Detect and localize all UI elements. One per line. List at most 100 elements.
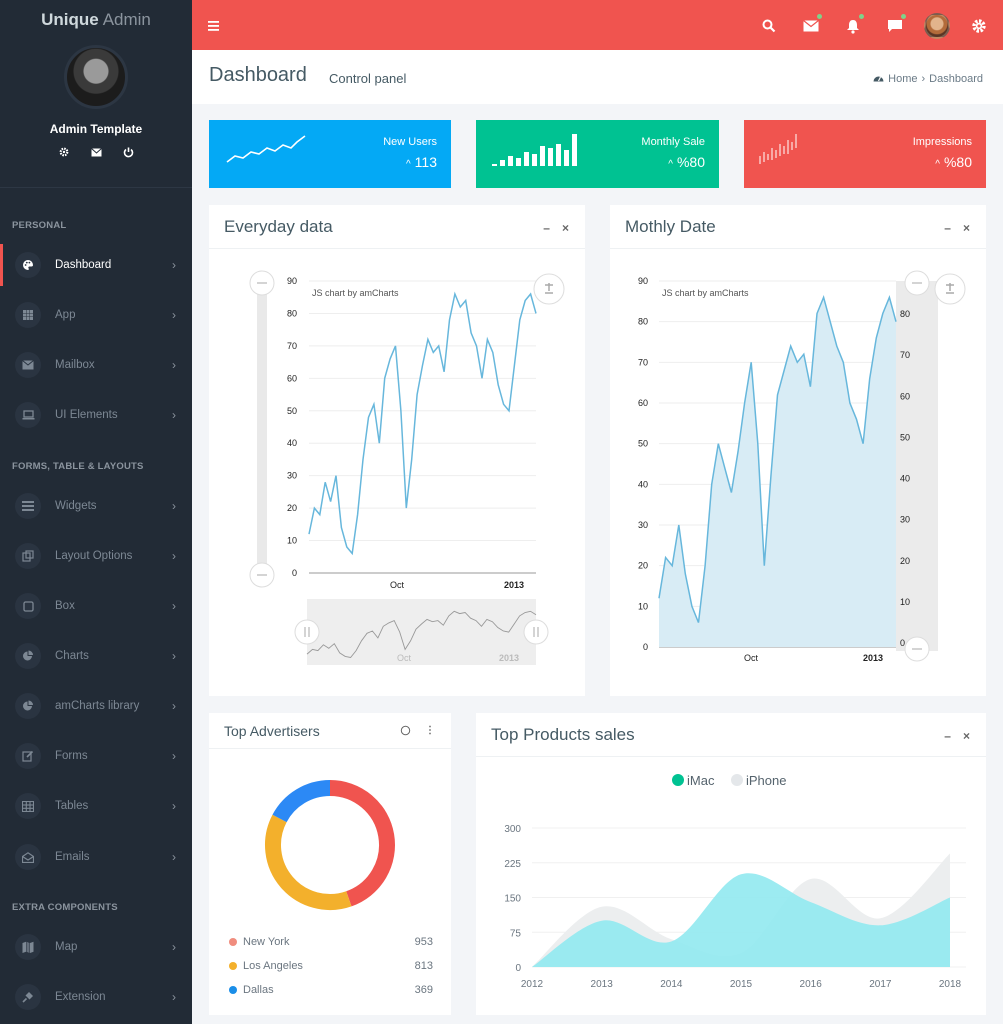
brand-bold: Unique [41, 10, 99, 29]
download-icon [545, 283, 553, 294]
amcharts-credit[interactable]: JS chart by amCharts [312, 288, 399, 298]
sidebar-item-dashboard[interactable]: Dashboard › [0, 244, 192, 286]
brand-logo[interactable]: Unique Admin [0, 0, 192, 40]
card-header: Top Advertisers ⋮ [209, 713, 451, 749]
legend-dot-iphone [731, 774, 743, 786]
chevron-right-icon: › [172, 258, 176, 272]
stat-impressions: Impressions ^ %80 [744, 120, 986, 188]
monthly-date-card: Mothly Date – × 0 10 20 30 40 50 60 70 80 90 0 10 20 3… [610, 205, 986, 696]
chevron-right-icon: › [172, 549, 176, 563]
power-icon[interactable] [121, 145, 135, 159]
advertisers-donut[interactable] [264, 779, 396, 911]
search-icon[interactable] [755, 12, 783, 40]
monthly-chart[interactable]: 0 10 20 30 40 50 60 70 80 90 0 10 20 30 40 50 60 70 80 Oct 2… [610, 249, 986, 696]
sidebar-item-forms[interactable]: Forms › [0, 735, 192, 777]
stat-new-users: New Users ^ 113 [209, 120, 451, 188]
y-tick-label: 10 [638, 601, 648, 611]
y-tick-label: 90 [638, 276, 648, 286]
series-imac [532, 873, 950, 967]
horizontal-scrollbar[interactable] [307, 599, 536, 665]
mail-icon[interactable] [797, 12, 825, 40]
y2-tick-label: 0 [900, 638, 905, 648]
sidebar-item-box[interactable]: Box › [0, 585, 192, 627]
chevron-right-icon: › [172, 850, 176, 864]
close-icon[interactable]: × [962, 729, 970, 743]
page-subtitle: Control panel [329, 71, 407, 86]
topbar [192, 0, 1003, 50]
gear-icon[interactable] [57, 145, 71, 159]
chat-icon[interactable] [881, 12, 909, 40]
everyday-chart[interactable]: 0 10 20 30 40 50 60 70 80 90 Oct 2013 JS chart by a… [209, 249, 585, 696]
scrollbar-tick-oct: Oct [397, 653, 412, 663]
card-tools: – × [944, 729, 970, 743]
sidebar-item-map[interactable]: Map › [0, 926, 192, 968]
products-chart[interactable]: iMac iPhone 0 75 150 225 300 2012 2013 2014 201… [476, 757, 986, 1015]
breadcrumb-home[interactable]: Home [888, 73, 918, 85]
close-icon[interactable]: × [962, 221, 970, 235]
scroll-handle-left[interactable] [294, 619, 320, 645]
sidebar-item-label: Tables [55, 800, 89, 812]
bell-icon[interactable] [839, 12, 867, 40]
x-tick-label: 2018 [939, 979, 962, 990]
refresh-icon[interactable] [400, 725, 411, 739]
y2-tick-label: 70 [900, 350, 910, 360]
chevron-right-icon: › [172, 308, 176, 322]
chevron-right-icon: › [172, 799, 176, 813]
amcharts-credit[interactable]: JS chart by amCharts [662, 288, 749, 298]
donut-slice-dallas[interactable] [272, 780, 331, 823]
sidebar-item-label: Mailbox [55, 359, 95, 371]
x-tick-label: 2013 [591, 979, 614, 990]
breadcrumb-separator: › [921, 73, 926, 85]
chevron-right-icon: › [172, 408, 176, 422]
y-tick-label: 50 [287, 406, 297, 416]
y2-tick-label: 60 [900, 391, 910, 401]
scrollbar-tick-2013: 2013 [499, 653, 519, 663]
sidebar-item-charts[interactable]: Charts › [0, 635, 192, 677]
legend-dot-imac [672, 774, 684, 786]
menu-icon[interactable] [208, 18, 220, 31]
x-tick-label: 2013 [504, 580, 524, 590]
vertical-scrollbar[interactable] [257, 281, 267, 573]
sidebar-item-layout-options[interactable]: Layout Options › [0, 535, 192, 577]
sidebar-item-extension[interactable]: Extension › [0, 976, 192, 1018]
user-avatar-small[interactable] [923, 12, 951, 40]
y-tick-label: 50 [638, 439, 648, 449]
laptop-icon [15, 402, 41, 428]
vertical-scrollbar[interactable] [896, 281, 938, 651]
minimize-icon[interactable]: – [944, 729, 951, 743]
sidebar-item-app[interactable]: App › [0, 294, 192, 336]
mail-icon[interactable] [89, 145, 103, 159]
sidebar-item-mailbox[interactable]: Mailbox › [0, 344, 192, 386]
minimize-icon[interactable]: – [543, 221, 550, 235]
caret-up-icon: ^ [935, 159, 940, 170]
gear-icon[interactable] [965, 12, 993, 40]
legend-iphone[interactable]: iPhone [746, 773, 786, 788]
sidebar-item-amcharts[interactable]: amCharts library › [0, 685, 192, 727]
x-tick-label: 2017 [869, 979, 892, 990]
more-vertical-icon[interactable]: ⋮ [425, 725, 435, 736]
stat-label: New Users [383, 136, 437, 148]
sidebar-item-label: Layout Options [55, 550, 133, 562]
sidebar-item-emails[interactable]: Emails › [0, 836, 192, 878]
user-avatar[interactable] [64, 45, 128, 109]
minimize-icon[interactable]: – [944, 221, 951, 235]
y2-tick-label: 30 [900, 515, 910, 525]
card-header: Everyday data – × [209, 205, 585, 249]
y-tick-label: 40 [287, 438, 297, 448]
sidebar-item-widgets[interactable]: Widgets › [0, 485, 192, 527]
sidebar-item-tables[interactable]: Tables › [0, 785, 192, 827]
donut-slice-new-york[interactable] [329, 780, 395, 907]
sidebar-item-ui-elements[interactable]: UI Elements › [0, 394, 192, 436]
y-tick-label: 225 [504, 859, 521, 870]
y2-tick-label: 40 [900, 474, 910, 484]
close-icon[interactable]: × [561, 221, 569, 235]
card-title: Top Products sales [491, 725, 635, 744]
y-tick-label: 60 [287, 373, 297, 383]
scroll-handle-right[interactable] [523, 619, 549, 645]
legend-imac[interactable]: iMac [687, 773, 715, 788]
x-tick-label: 2015 [730, 979, 753, 990]
donut-slice-los-angeles[interactable] [265, 814, 352, 910]
pie-chart-icon [15, 643, 41, 669]
chevron-right-icon: › [172, 649, 176, 663]
page-header: Dashboard Control panel Home › Dashboard [192, 50, 1003, 104]
